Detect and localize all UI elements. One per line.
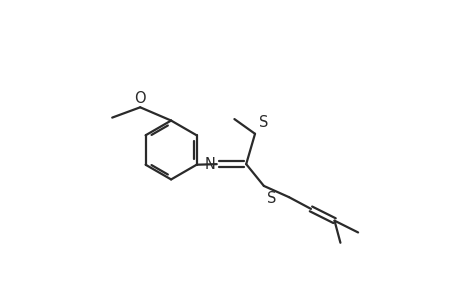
Text: S: S bbox=[267, 191, 276, 206]
Text: S: S bbox=[258, 115, 267, 130]
Text: N: N bbox=[204, 157, 215, 172]
Text: O: O bbox=[134, 91, 146, 106]
